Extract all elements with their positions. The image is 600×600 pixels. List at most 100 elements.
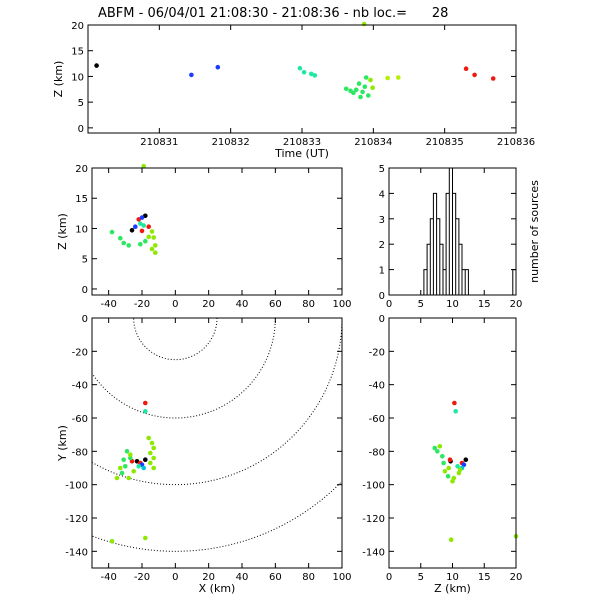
x-tick-label: 80 — [302, 572, 315, 583]
y-tick-label: -20 — [72, 347, 88, 358]
y-tick-label: -140 — [362, 547, 385, 558]
y-axis-label: number of sources — [528, 180, 541, 283]
x-axis-label: X (km) — [199, 582, 236, 595]
x-tick-label: 10 — [446, 572, 459, 583]
source-point — [153, 250, 158, 255]
y-tick-label: 1 — [379, 266, 385, 277]
y-tick-label: -120 — [65, 514, 88, 525]
source-point — [153, 243, 158, 248]
source-point — [447, 457, 453, 463]
histogram-step-line — [389, 168, 516, 295]
y-tick-label: -100 — [65, 481, 88, 492]
source-point — [146, 224, 151, 229]
altitude-y-panel: 0 5 10 15 20 0 -20 -40 -60 -80 -100 -120 -140 Z (km) — [362, 314, 522, 595]
plot-title: ABFM - 06/04/01 21:08:30 - 21:08:36 - nb… — [98, 6, 448, 21]
y-tick-label: -20 — [369, 347, 385, 358]
source-point — [121, 457, 126, 463]
y-tick-label: 5 — [78, 98, 84, 109]
source-point — [94, 63, 99, 68]
source-point — [343, 86, 349, 92]
source-point — [446, 465, 452, 471]
plan-view-frame — [91, 317, 343, 569]
source-point — [148, 450, 153, 456]
x-tick-label: 210836 — [497, 137, 535, 148]
source-point — [109, 539, 115, 544]
y-tick-label: -60 — [369, 414, 385, 425]
x-tick-label: 20 — [202, 299, 215, 310]
y-tick-label: -40 — [72, 381, 88, 392]
x-tick-label: 210835 — [426, 137, 464, 148]
plot-panels: 210831 210832 210833 210834 210835 2108360510… — [52, 21, 541, 595]
source-point — [396, 75, 401, 80]
source-point — [358, 94, 363, 100]
source-point — [123, 464, 128, 469]
source-point — [149, 246, 155, 252]
x-tick-label: 20 — [510, 572, 523, 583]
source-point — [138, 241, 143, 247]
source-point — [126, 475, 131, 481]
source-point — [361, 21, 367, 27]
x-tick-label: 15 — [478, 572, 491, 583]
range-ring — [92, 318, 276, 419]
x-tick-label: 60 — [269, 572, 282, 583]
range-ring — [92, 318, 342, 486]
x-altitude-frame — [91, 167, 343, 296]
source-point — [457, 467, 463, 473]
y-tick-label: 4 — [379, 189, 385, 200]
source-point — [143, 400, 148, 406]
altitude-y-frame — [388, 317, 517, 569]
source-point — [463, 457, 469, 463]
source-point — [312, 73, 318, 78]
source-point — [363, 75, 369, 80]
y-tick-label: -120 — [362, 514, 385, 525]
y-tick-label: -60 — [72, 414, 88, 425]
x-tick-label: 20 — [202, 572, 215, 583]
source-point — [143, 457, 148, 463]
y-tick-label: 0 — [82, 285, 88, 296]
altitude-histogram-panel: 0 5 10 15 20 0 1 2 3 4 5 number of sources — [379, 164, 541, 310]
x-tick-label: 210831 — [140, 137, 178, 148]
range-ring — [92, 480, 342, 552]
source-point — [455, 464, 460, 469]
y-tick-label: 20 — [75, 164, 88, 175]
source-point — [143, 409, 148, 414]
x-tick-label: 100 — [332, 572, 351, 583]
source-point — [362, 84, 368, 89]
source-point — [129, 228, 135, 233]
y-tick-label: -40 — [369, 381, 385, 392]
source-point — [151, 445, 156, 451]
x-axis-label: Z (km) — [434, 582, 471, 595]
source-point — [151, 235, 156, 240]
source-point — [148, 460, 153, 466]
y-tick-label: -140 — [65, 547, 88, 558]
x-axis-label: Time (UT) — [274, 147, 329, 160]
x-tick-label: -20 — [134, 572, 150, 583]
source-point — [118, 235, 123, 241]
source-point — [441, 460, 446, 466]
source-point — [366, 93, 371, 98]
source-point — [151, 465, 156, 471]
source-point — [141, 465, 146, 471]
source-point — [448, 537, 454, 542]
x-tick-label: -40 — [100, 299, 116, 310]
source-point — [128, 452, 133, 458]
source-point — [301, 70, 307, 75]
source-point — [124, 449, 130, 454]
source-point — [151, 455, 156, 461]
source-point — [149, 440, 155, 446]
x-tick-label: 0 — [172, 572, 178, 583]
source-point — [131, 469, 136, 474]
source-point — [143, 238, 148, 244]
plan-view-panel: -40 -20 0 20 40 60 80 100 0 -20 -40 -60 -80 -100 -120 -… — [56, 314, 352, 595]
source-point — [114, 475, 120, 481]
source-point — [437, 444, 443, 449]
x-tick-label: 0 — [386, 299, 392, 310]
y-tick-label: 3 — [379, 215, 385, 226]
x-tick-label: 210834 — [354, 137, 392, 148]
x-tick-label: 210832 — [212, 137, 250, 148]
source-point — [141, 163, 146, 169]
y-tick-label: 20 — [71, 21, 84, 32]
y-tick-label: -80 — [369, 447, 385, 458]
source-point — [490, 76, 496, 81]
x-tick-label: 80 — [302, 299, 315, 310]
